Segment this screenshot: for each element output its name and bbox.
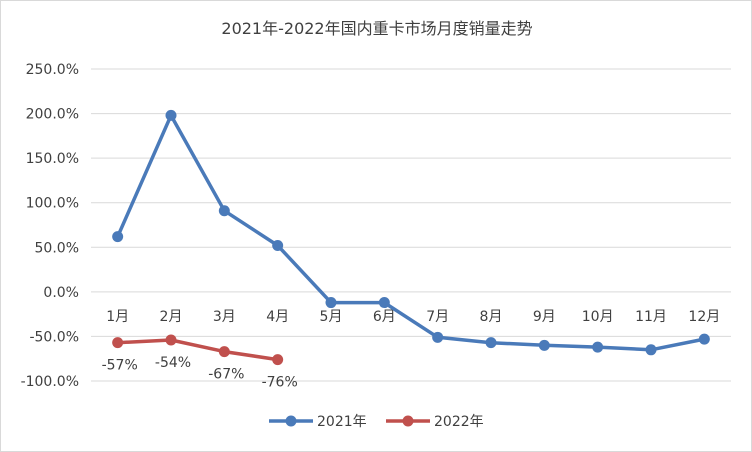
- data-label: -54%: [155, 355, 191, 371]
- series-line-2: [115, 338, 280, 362]
- x-tick-label: 7月: [426, 309, 449, 325]
- y-tick-label: 200.0%: [26, 107, 79, 123]
- legend-swatch-marker: [285, 415, 297, 427]
- data-point: [272, 240, 284, 252]
- legend: 2021年 2022年: [269, 414, 484, 430]
- data-point: [112, 231, 124, 243]
- y-tick-label: 0.0%: [43, 285, 79, 301]
- data-point: [698, 333, 710, 345]
- data-label: -57%: [102, 358, 138, 374]
- data-point: [165, 334, 177, 346]
- data-point: [485, 337, 497, 349]
- data-point: [165, 109, 177, 121]
- x-tick-label: 2月: [160, 309, 183, 325]
- x-tick-label: 8月: [480, 309, 503, 325]
- chart-title: 2021年-2022年国内重卡市场月度销量走势: [221, 19, 532, 38]
- y-tick-label: -100.0%: [21, 374, 79, 390]
- y-tick-label: 250.0%: [26, 62, 79, 78]
- data-point: [538, 339, 550, 351]
- legend-swatch-marker: [402, 415, 414, 427]
- y-tick-label: 100.0%: [26, 196, 79, 212]
- data-point: [432, 331, 444, 343]
- data-point: [112, 337, 124, 349]
- data-label: -76%: [262, 375, 298, 391]
- x-axis-tick-labels: 1月 2月 3月 4月 5月 6月 7月 8月 9月 10月 11月 12月: [106, 309, 720, 325]
- data-point: [592, 341, 604, 353]
- series-points: [112, 109, 710, 366]
- x-tick-label: 10月: [582, 309, 614, 325]
- x-tick-label: 5月: [320, 309, 343, 325]
- x-tick-label: 4月: [266, 309, 289, 325]
- data-point: [272, 354, 284, 366]
- x-tick-label: 6月: [373, 309, 396, 325]
- y-tick-label: -50.0%: [29, 329, 79, 345]
- y-tick-label: 150.0%: [26, 151, 79, 167]
- x-tick-label: 11月: [635, 309, 667, 325]
- y-tick-label: 50.0%: [35, 240, 79, 256]
- data-label: -67%: [208, 367, 244, 383]
- data-point: [378, 297, 390, 309]
- data-point: [218, 205, 230, 217]
- x-tick-label: 1月: [106, 309, 129, 325]
- legend-label: 2022年: [434, 414, 484, 430]
- x-tick-label: 9月: [533, 309, 556, 325]
- x-tick-label: 3月: [213, 309, 236, 325]
- grid-lines: [91, 68, 731, 382]
- series-lines: [115, 113, 707, 362]
- y-axis-tick-labels: 250.0% 200.0% 150.0% 100.0% 50.0% 0.0% -50.0% -…: [21, 62, 79, 390]
- data-point: [218, 346, 230, 358]
- data-labels: -57% -54% -67% -76%: [102, 355, 298, 391]
- legend-label: 2021年: [317, 414, 367, 430]
- x-tick-label: 12月: [688, 309, 720, 325]
- data-point: [325, 297, 337, 309]
- series-line-1: [115, 113, 707, 352]
- data-point: [645, 344, 657, 356]
